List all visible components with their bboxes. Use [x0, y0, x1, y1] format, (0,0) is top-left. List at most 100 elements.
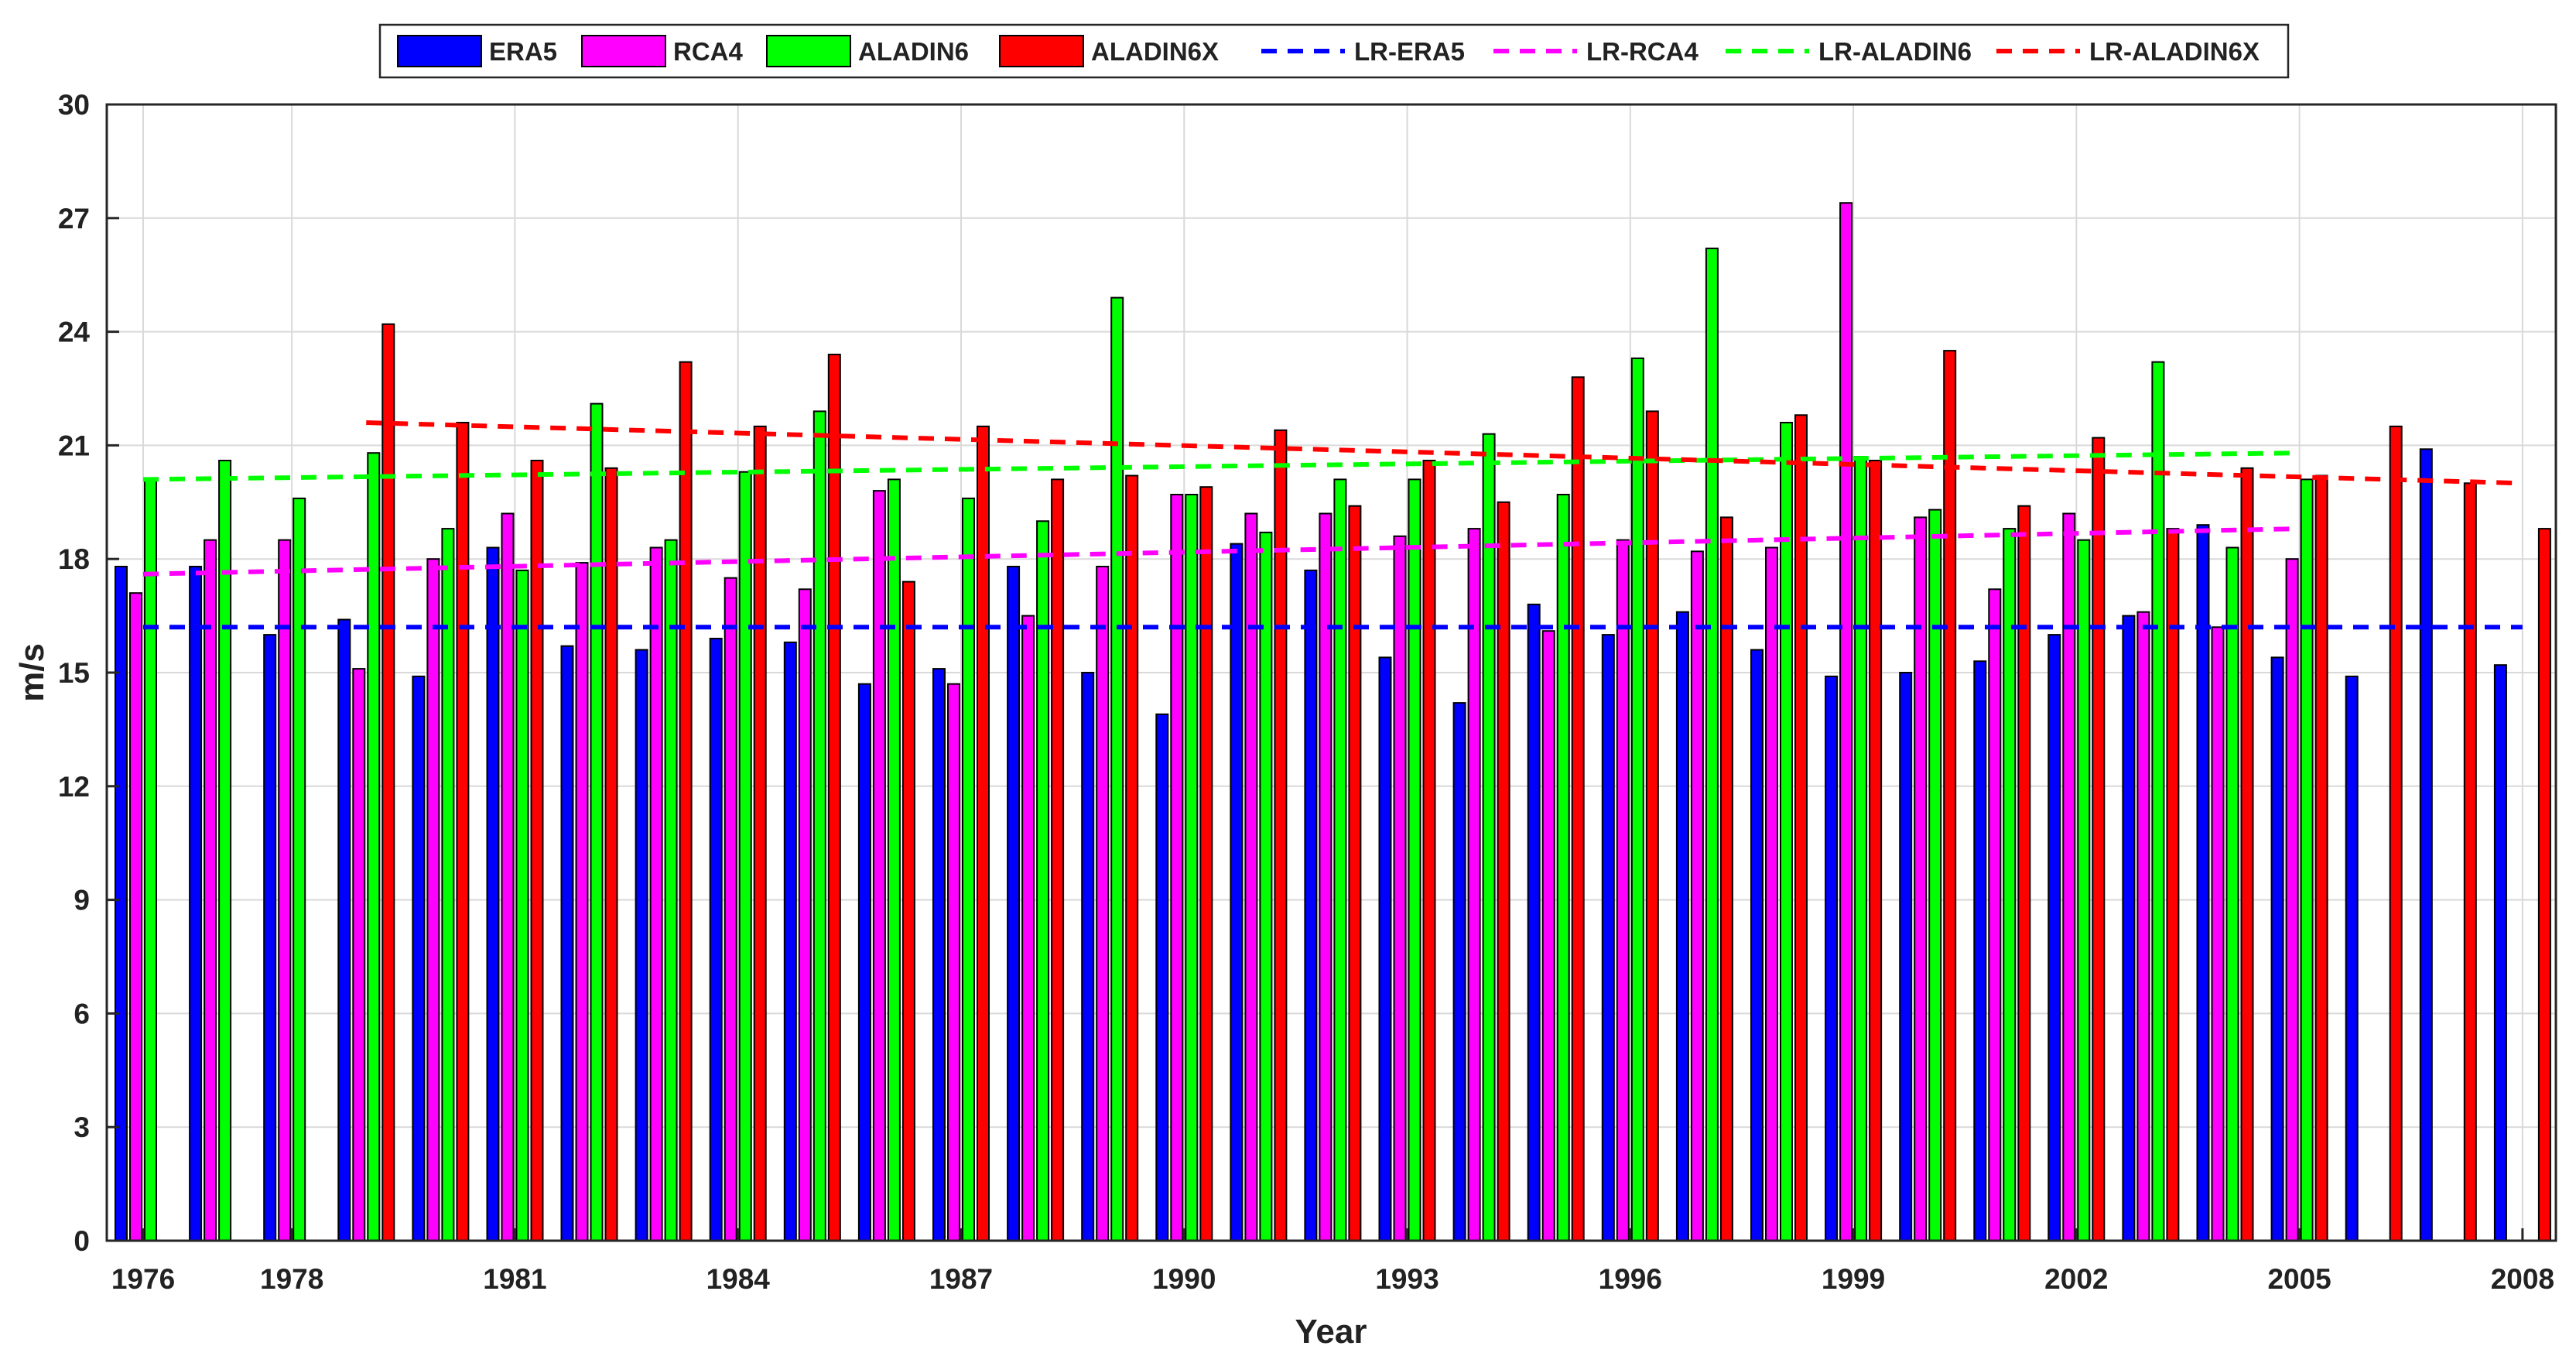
legend-label-lr-rca4: LR-RCA4: [1586, 37, 1699, 66]
bar-era5-1997: [1675, 611, 1689, 1241]
bar-era5-1998: [1750, 649, 1764, 1241]
bar-aladin6-2005: [2300, 478, 2314, 1241]
bar-rca4-1978: [278, 539, 292, 1241]
bar-era5-2005: [2270, 656, 2284, 1241]
bar-aladin6-1989: [1110, 296, 1124, 1242]
x-tick-label: 1999: [1822, 1263, 1885, 1295]
bar-aladin6-2001: [2003, 528, 2017, 1241]
bar-era5-2008: [2493, 664, 2507, 1241]
bar-aladin6x-2000: [1943, 350, 1957, 1242]
bar-aladin6x-1986: [901, 580, 915, 1241]
legend-label-rca4: RCA4: [673, 37, 743, 66]
legend-label-era5: ERA5: [489, 37, 557, 66]
bar-aladin6x-1996: [1645, 410, 1659, 1241]
x-tick-label: 1981: [483, 1263, 546, 1295]
bar-era5-1999: [1825, 675, 1839, 1241]
x-tick-label: 2005: [2267, 1263, 2331, 1295]
bar-era5-1994: [1452, 702, 1466, 1241]
bar-era5-1984: [709, 638, 723, 1241]
bar-rca4-1983: [649, 546, 663, 1241]
bar-aladin6-2004: [2225, 546, 2239, 1241]
y-tick-label: 30: [58, 89, 90, 121]
bar-aladin6-1983: [664, 539, 678, 1241]
trend-lines: [142, 420, 2523, 630]
y-tick-label: 6: [74, 998, 90, 1029]
bar-era5-1987: [932, 668, 946, 1241]
bar-rca4-1984: [724, 577, 737, 1241]
bar-rca4-1992: [1319, 512, 1332, 1241]
bar-rca4-1980: [426, 558, 440, 1241]
y-tick-label: 27: [58, 203, 90, 235]
bar-aladin6-2003: [2151, 361, 2165, 1242]
bar-rca4-1981: [501, 512, 515, 1241]
bar-aladin6-1982: [590, 402, 604, 1241]
legend-label-aladin6: ALADIN6: [858, 37, 969, 66]
bar-aladin6x-1985: [827, 354, 841, 1241]
x-tick-label: 1996: [1599, 1263, 1662, 1295]
bars: [115, 202, 2551, 1242]
bar-rca4-1993: [1393, 535, 1407, 1241]
bar-aladin6x-1988: [1051, 478, 1065, 1241]
bar-aladin6x-1983: [679, 361, 693, 1242]
bar-aladin6-2002: [2077, 539, 2091, 1241]
bar-aladin6-1995: [1556, 494, 1570, 1241]
y-tick-label: 18: [58, 543, 90, 575]
bar-aladin6x-2008: [2537, 528, 2551, 1241]
bar-aladin6-1996: [1630, 357, 1644, 1241]
bar-aladin6-1992: [1333, 478, 1347, 1241]
bar-era5-2007: [2419, 448, 2433, 1241]
legend-swatch-era5: [397, 35, 482, 67]
bar-era5-1978: [263, 634, 277, 1241]
bar-aladin6-1980: [441, 528, 455, 1241]
bar-era5-1979: [337, 618, 351, 1241]
bar-aladin6x-1982: [604, 467, 618, 1241]
x-axis-title: Year: [1295, 1313, 1367, 1351]
bar-rca4-1996: [1616, 539, 1630, 1241]
bar-era5-1977: [189, 566, 203, 1241]
bar-era5-1996: [1601, 634, 1615, 1241]
trend-line-lr-rca4: [142, 526, 2300, 577]
bar-era5-1989: [1081, 672, 1095, 1241]
bar-aladin6-1981: [515, 569, 529, 1241]
bar-aladin6-1994: [1482, 433, 1496, 1242]
bar-era5-1991: [1230, 543, 1244, 1241]
bar-era5-2000: [1899, 672, 1913, 1241]
x-tick-label: 1976: [111, 1263, 175, 1295]
bar-aladin6-1977: [218, 460, 232, 1241]
bar-rca4-1979: [352, 668, 366, 1241]
bar-aladin6-1997: [1705, 247, 1719, 1241]
bar-aladin6-1991: [1259, 531, 1273, 1241]
legend-box: [378, 23, 2290, 79]
bar-rca4-2004: [2211, 626, 2225, 1241]
bar-rca4-1999: [1839, 202, 1853, 1242]
bar-aladin6-1985: [812, 410, 826, 1241]
bar-rca4-2001: [1988, 588, 2002, 1241]
bar-rca4-2005: [2285, 558, 2299, 1241]
bar-aladin6-1999: [1854, 456, 1868, 1241]
bar-aladin6x-1987: [977, 425, 990, 1241]
bar-era5-1986: [857, 683, 871, 1241]
legend: ERA5 RCA4 ALADIN6 ALADIN6X LR-ERA5 LR-RCA4 LR-…: [378, 23, 2290, 79]
x-tick-label: 1993: [1375, 1263, 1439, 1295]
bar-aladin6x-1993: [1422, 460, 1436, 1241]
legend-swatch-aladin6: [766, 35, 851, 67]
bar-rca4-2002: [2062, 512, 2076, 1241]
bar-rca4-1987: [947, 683, 960, 1241]
bar-aladin6-1978: [292, 497, 306, 1241]
legend-label-aladin6x: ALADIN6X: [1091, 37, 1219, 66]
bar-era5-1980: [412, 675, 426, 1241]
bar-era5-1992: [1304, 569, 1318, 1241]
trend-line-lr-aladin6: [142, 450, 2300, 482]
bar-aladin6x-2002: [2092, 437, 2106, 1241]
legend-label-lr-aladin6: LR-ALADIN6: [1818, 37, 1972, 66]
bar-aladin6-1993: [1408, 478, 1421, 1241]
bar-aladin6x-1979: [381, 323, 395, 1241]
x-tick-label: 1987: [929, 1263, 993, 1295]
bar-era5-1983: [635, 649, 648, 1241]
bar-era5-1981: [486, 546, 500, 1241]
bar-era5-1988: [1007, 566, 1021, 1241]
bar-aladin6x-2001: [2017, 505, 2031, 1241]
bar-aladin6x-2004: [2240, 467, 2254, 1241]
bar-rca4-1982: [575, 562, 589, 1241]
